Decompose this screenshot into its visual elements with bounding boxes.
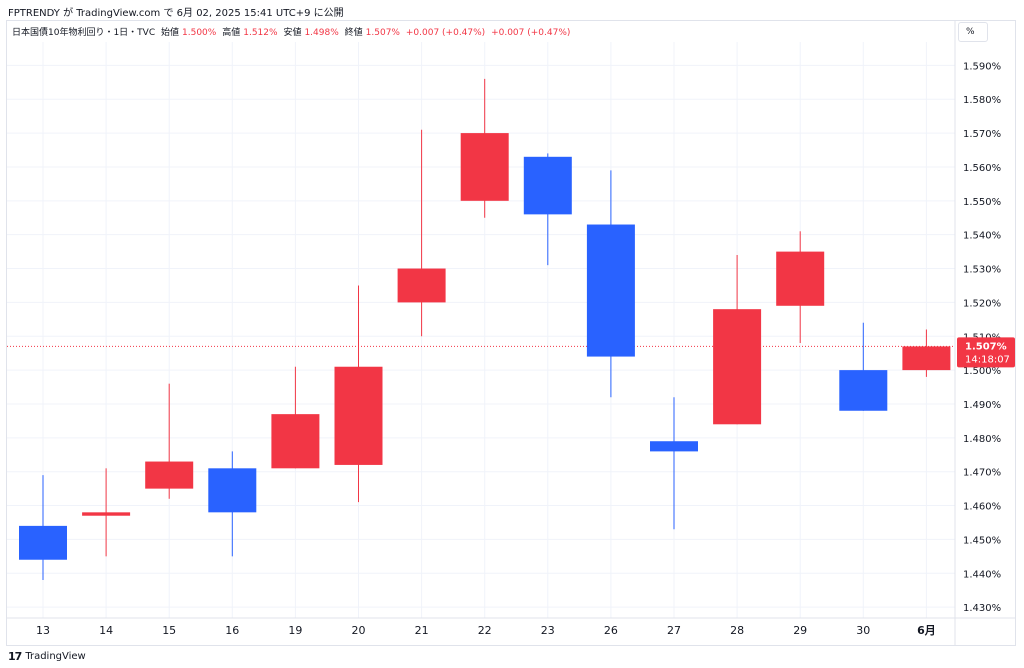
change-value-1: +0.007 (+0.47%) — [405, 28, 486, 38]
open-label: 始値 — [161, 28, 180, 38]
y-tick-label: 1.450% — [963, 535, 1001, 546]
candle-body — [145, 461, 194, 489]
chart-legend: 日本国債10年物利回り・1日・TVC 始値 1.500% 高値 1.512% 安値 1… — [12, 25, 573, 38]
symbol-title: 日本国債10年物利回り・1日・TVC — [12, 28, 156, 38]
tradingview-logo-icon[interactable]: 17 — [8, 650, 22, 663]
candle-body — [208, 468, 257, 513]
publisher-line: FPTRENDY が TradingView.com で 6月 02, 2025… — [8, 8, 344, 19]
y-tick-label: 1.520% — [963, 298, 1001, 309]
y-tick-label: 1.570% — [963, 129, 1001, 140]
candle-body — [334, 366, 383, 465]
y-tick-label: 1.550% — [963, 197, 1001, 208]
y-tick-label: 1.460% — [963, 502, 1001, 513]
y-tick-label: 1.500% — [963, 366, 1001, 377]
change-value-2: +0.007 (+0.47%) — [491, 28, 571, 38]
x-tick-label: 19 — [288, 624, 302, 637]
percent-scale-button[interactable]: % — [958, 22, 988, 42]
x-tick-label: 20 — [352, 624, 366, 637]
candle-body — [19, 525, 67, 560]
candle-body — [523, 156, 572, 215]
candle-body — [271, 414, 320, 469]
footer: 17 TradingView — [8, 650, 86, 663]
price-tag-value: 1.507% — [965, 341, 1007, 352]
x-tick-label: 29 — [793, 624, 807, 637]
brand-name[interactable]: TradingView — [25, 651, 86, 662]
x-tick-label: 21 — [415, 624, 429, 637]
x-tick-label: 26 — [604, 624, 618, 637]
x-tick-label: 22 — [478, 624, 492, 637]
candle-body — [776, 251, 825, 306]
candle-body — [82, 512, 131, 516]
y-tick-label: 1.590% — [963, 61, 1001, 72]
close-value: 1.507% — [365, 28, 400, 38]
x-tick-label: 28 — [730, 624, 744, 637]
open-value: 1.500% — [182, 28, 217, 38]
y-tick-label: 1.540% — [963, 231, 1001, 242]
high-value: 1.512% — [243, 28, 278, 38]
candle-body — [586, 224, 635, 357]
candle-body — [460, 133, 509, 201]
x-tick-label: 30 — [856, 624, 870, 637]
y-tick-label: 1.430% — [963, 603, 1001, 614]
x-tick-label: 16 — [225, 624, 239, 637]
x-tick-label: 27 — [667, 624, 681, 637]
x-tick-label: 6月 — [917, 624, 936, 637]
x-tick-label: 14 — [99, 624, 113, 637]
y-tick-label: 1.440% — [963, 569, 1001, 580]
price-tag — [957, 337, 1015, 368]
low-label: 安値 — [283, 28, 302, 38]
price-tag-countdown: 14:18:07 — [965, 354, 1010, 365]
y-tick-label: 1.480% — [963, 434, 1001, 445]
y-tick-label: 1.490% — [963, 400, 1001, 411]
candle-body — [839, 370, 888, 411]
y-tick-label: 1.580% — [963, 95, 1001, 106]
y-tick-label: 1.560% — [963, 163, 1001, 174]
x-tick-label: 23 — [541, 624, 555, 637]
high-label: 高値 — [222, 28, 241, 38]
y-tick-label: 1.470% — [963, 468, 1001, 479]
candle-body — [397, 268, 446, 303]
chart-frame — [6, 20, 1016, 646]
candle-body — [902, 346, 951, 371]
y-tick-label: 1.530% — [963, 265, 1001, 276]
low-value: 1.498% — [304, 28, 339, 38]
close-label: 終値 — [344, 28, 363, 38]
candle-body — [713, 309, 762, 425]
x-tick-label: 13 — [36, 624, 50, 637]
x-tick-label: 15 — [162, 624, 176, 637]
candle-body — [650, 441, 698, 452]
